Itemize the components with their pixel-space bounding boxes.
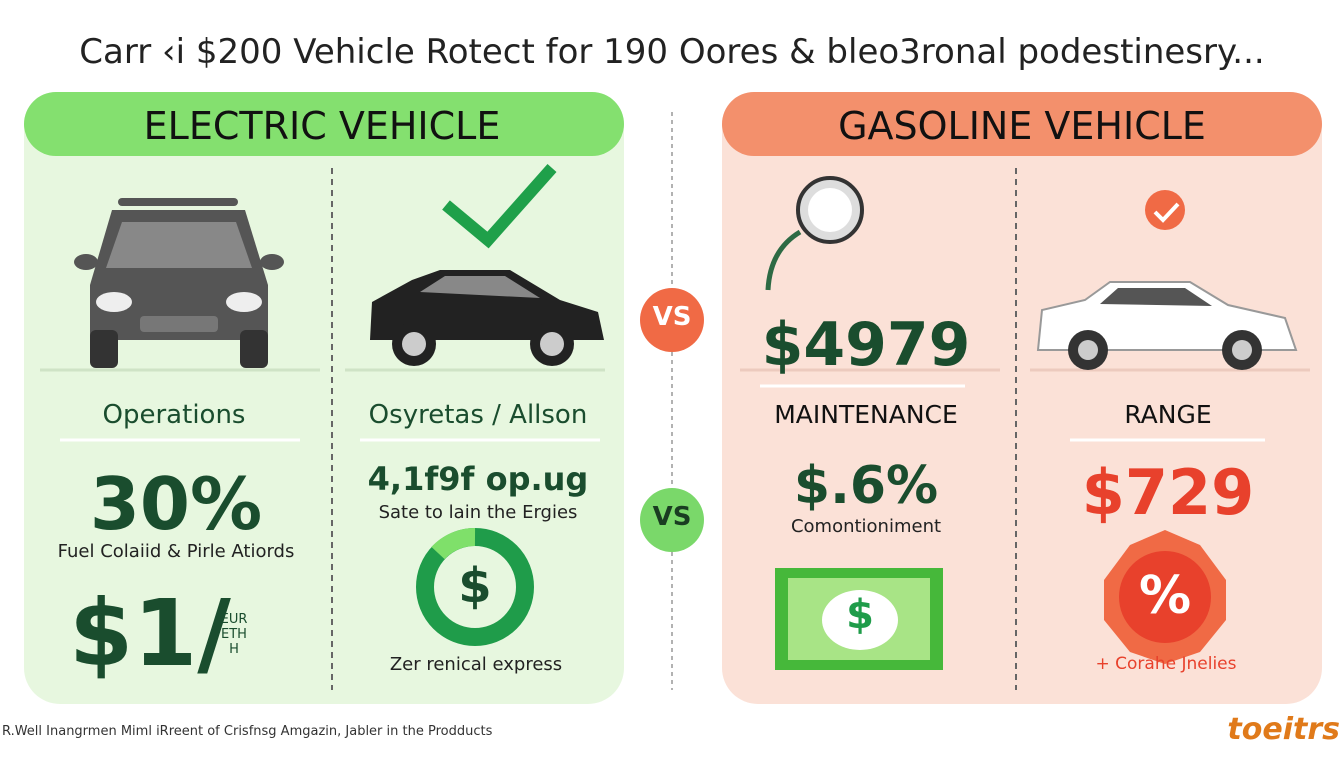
column-heading: Operations: [102, 400, 246, 430]
column-heading: MAINTENANCE: [774, 400, 958, 429]
credit: R.Well Inangrmen Miml iRreent of Crisfns…: [2, 724, 493, 739]
stat: $729: [1081, 456, 1255, 529]
caption: Sate to lain the Ergies: [378, 502, 578, 523]
stat: 4,1f9f op.ug: [367, 460, 589, 498]
icon-symbol: $: [846, 592, 874, 638]
price: $4979: [761, 310, 971, 380]
panel-title: GASOLINE VEHICLE: [838, 104, 1206, 148]
big-stat: $1/: [69, 580, 231, 687]
icon-symbol: %: [1138, 566, 1192, 626]
stat: $.6%: [793, 456, 939, 516]
caption: Comontioniment: [790, 516, 942, 537]
column-heading: RANGE: [1124, 400, 1212, 429]
stat: 30%: [89, 462, 263, 546]
vs-badge: VS: [652, 302, 692, 332]
icon-symbol: $: [458, 558, 492, 614]
caption: Fuel Colaiid & Pirle Atiords: [57, 541, 295, 562]
footer-text: + Corahe Jnelies: [1095, 654, 1237, 674]
column-heading: Osyretas / Allson: [368, 400, 588, 430]
footer-text: Zer renical express: [389, 654, 563, 675]
logo: toeitrs: [1227, 712, 1340, 747]
panel-title: ELECTRIC VEHICLE: [143, 104, 501, 148]
small-note: EUR ETH H: [220, 612, 248, 657]
vs-badge: VS: [652, 502, 692, 532]
page-title: Carr ‹i $200 Vehicle Rotect for 190 Oore…: [79, 32, 1265, 72]
